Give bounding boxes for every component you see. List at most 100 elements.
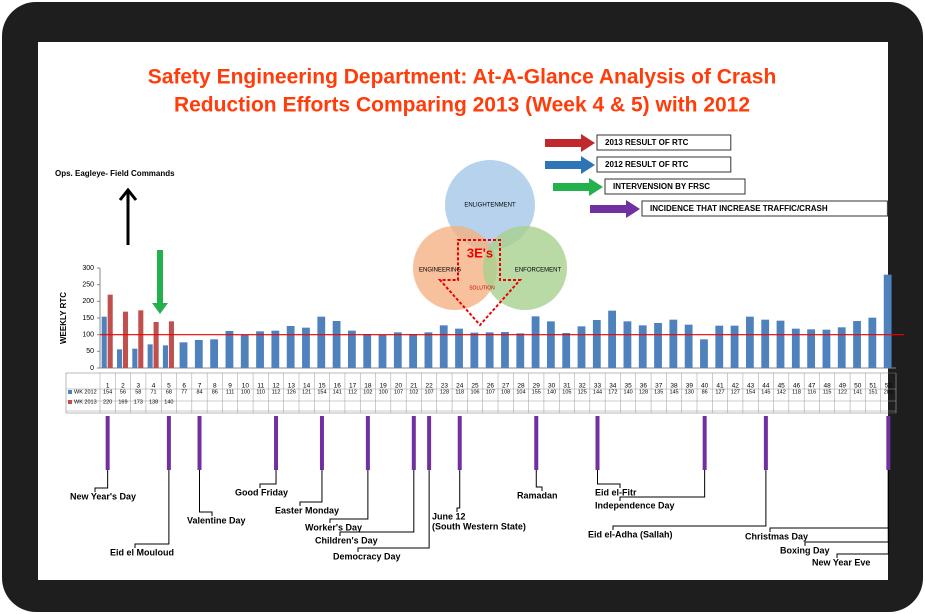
bar xyxy=(138,310,143,368)
data-label: 86 xyxy=(212,389,218,395)
bar xyxy=(746,317,754,368)
data-label: 130 xyxy=(685,389,694,395)
bar xyxy=(210,339,218,368)
data-label: 112 xyxy=(272,389,281,395)
data-label: 140 xyxy=(624,389,633,395)
bar xyxy=(516,333,524,368)
data-label: 125 xyxy=(578,389,587,395)
bar xyxy=(853,321,861,368)
data-label: 154 xyxy=(317,389,326,395)
event-label: Children's Day xyxy=(315,535,378,545)
data-label: 111 xyxy=(226,389,234,395)
bar xyxy=(154,322,159,368)
bar xyxy=(654,323,662,368)
event-label: Eid el-Adha (Sallah) xyxy=(588,529,673,539)
bar xyxy=(317,317,325,368)
data-label: 118 xyxy=(792,389,801,395)
legend-label: 2013 RESULT OF RTC xyxy=(605,138,689,147)
bar xyxy=(639,325,647,368)
event-label: Independence Day xyxy=(595,500,675,510)
y-tick-label: 0 xyxy=(90,365,94,372)
bar xyxy=(102,317,107,368)
chart-subtitle: Reduction Efforts Comparing 2013 (Week 4… xyxy=(174,94,750,117)
bar xyxy=(838,327,846,368)
data-label: 155 xyxy=(532,389,541,395)
legend-label: 2012 RESULT OF RTC xyxy=(605,160,689,169)
bar xyxy=(241,335,249,368)
data-label: 107 xyxy=(486,389,495,395)
data-label: 128 xyxy=(639,389,648,395)
legend-label: INCIDENCE THAT INCREASE TRAFFIC/CRASH xyxy=(650,204,828,213)
data-label: 128 xyxy=(440,389,449,395)
bar xyxy=(608,311,616,368)
bar xyxy=(409,334,417,368)
venn-center: 3E's xyxy=(467,245,493,260)
bar xyxy=(287,326,295,368)
y-tick-label: 50 xyxy=(86,348,94,355)
event-label: Good Friday xyxy=(235,487,288,497)
event-label: Valentine Day xyxy=(187,515,246,525)
event-label: June 12 xyxy=(432,511,466,521)
annotation: Ops. Eagleye- Field Commands xyxy=(55,169,175,178)
data-label: 100 xyxy=(241,389,250,395)
venn-label: ENLIGHTENMENT xyxy=(464,203,516,209)
y-tick-label: 300 xyxy=(82,265,94,272)
data-label: 172 xyxy=(608,389,617,395)
data-label: 56 xyxy=(120,389,126,395)
data-label: 84 xyxy=(196,389,202,395)
event-label: Easter Monday xyxy=(275,505,339,515)
data-label: 112 xyxy=(348,389,357,395)
bar xyxy=(169,321,174,368)
y-axis-label: WEEKLY RTC xyxy=(59,292,68,344)
event-label: Democracy Day xyxy=(333,551,401,561)
data-label: 116 xyxy=(807,389,816,395)
data-label: 173 xyxy=(134,399,143,405)
data-label: 71 xyxy=(151,389,157,395)
data-label: 126 xyxy=(287,389,296,395)
bar xyxy=(715,326,723,368)
legend-swatch xyxy=(68,400,72,404)
data-label: 121 xyxy=(302,389,311,395)
data-label: 140 xyxy=(164,399,173,405)
chart-title: Safety Engineering Department: At-A-Glan… xyxy=(148,66,777,89)
event-label: Christmas Day xyxy=(745,531,808,541)
data-label: 86 xyxy=(702,389,708,395)
y-tick-label: 200 xyxy=(82,298,94,305)
data-label: 102 xyxy=(363,389,372,395)
event-label: Eid el-Fitr xyxy=(595,487,637,497)
bar xyxy=(562,333,570,368)
legend-label: WK 2012 xyxy=(74,389,97,395)
bar xyxy=(163,345,168,368)
bar xyxy=(440,325,448,368)
y-tick-label: 100 xyxy=(82,332,94,339)
legend-swatch xyxy=(68,390,72,394)
event-label: Worker's Day xyxy=(305,522,362,532)
data-label: 135 xyxy=(654,389,663,395)
data-label: 108 xyxy=(501,389,510,395)
data-label: 145 xyxy=(761,389,770,395)
data-label: 68 xyxy=(166,389,172,395)
event-label: Boxing Day xyxy=(780,545,830,555)
bar xyxy=(685,325,693,368)
data-label: 140 xyxy=(547,389,556,395)
bar xyxy=(195,340,203,368)
data-label: 115 xyxy=(823,389,832,395)
bar xyxy=(348,331,356,368)
data-label: 107 xyxy=(425,389,434,395)
data-label: 220 xyxy=(103,399,112,405)
y-tick-label: 150 xyxy=(82,315,94,322)
data-label: 122 xyxy=(838,389,847,395)
bar xyxy=(132,349,137,368)
bar xyxy=(624,321,632,368)
legend-label: WK 2013 xyxy=(74,399,97,405)
bar xyxy=(777,321,785,368)
legend-arrow xyxy=(590,205,626,213)
data-label: 104 xyxy=(516,389,525,395)
data-label: 280 xyxy=(884,389,893,395)
data-label: 100 xyxy=(379,389,388,395)
bar xyxy=(256,331,264,368)
data-label: 154 xyxy=(103,389,112,395)
bar xyxy=(486,332,494,368)
bar xyxy=(884,275,892,368)
data-label: 142 xyxy=(777,389,786,395)
